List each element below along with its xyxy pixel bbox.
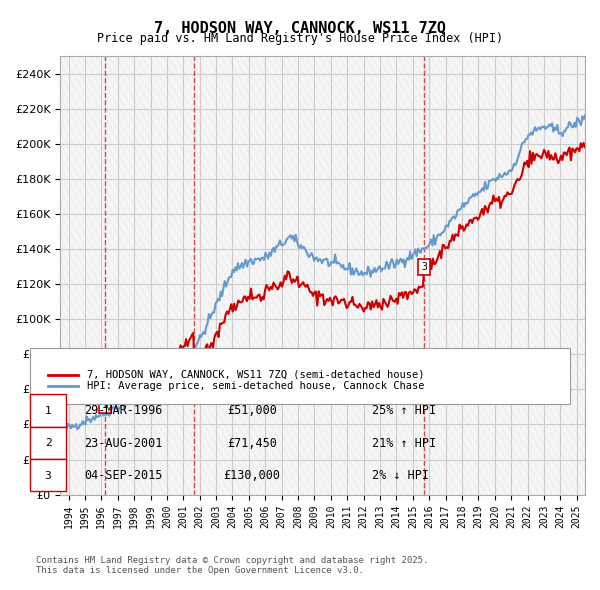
Text: 3: 3	[421, 262, 427, 271]
Text: Price paid vs. HM Land Registry's House Price Index (HPI): Price paid vs. HM Land Registry's House …	[97, 32, 503, 45]
Text: 7, HODSON WAY, CANNOCK, WS11 7ZQ (semi-detached house): 7, HODSON WAY, CANNOCK, WS11 7ZQ (semi-d…	[87, 370, 425, 379]
Text: 2: 2	[44, 438, 52, 448]
Text: 25% ↑ HPI: 25% ↑ HPI	[372, 404, 436, 417]
Text: 3: 3	[44, 471, 52, 480]
Text: 21% ↑ HPI: 21% ↑ HPI	[372, 437, 436, 450]
Text: 2% ↓ HPI: 2% ↓ HPI	[372, 469, 429, 482]
Text: 23-AUG-2001: 23-AUG-2001	[84, 437, 163, 450]
Text: 1: 1	[44, 406, 52, 415]
Text: HPI: Average price, semi-detached house, Cannock Chase: HPI: Average price, semi-detached house,…	[87, 382, 425, 391]
Text: Contains HM Land Registry data © Crown copyright and database right 2025.
This d: Contains HM Land Registry data © Crown c…	[36, 556, 428, 575]
Text: 29-MAR-1996: 29-MAR-1996	[84, 404, 163, 417]
Text: £51,000: £51,000	[227, 404, 277, 417]
Text: 7, HODSON WAY, CANNOCK, WS11 7ZQ: 7, HODSON WAY, CANNOCK, WS11 7ZQ	[154, 21, 446, 35]
Text: 2: 2	[191, 364, 197, 374]
Text: 04-SEP-2015: 04-SEP-2015	[84, 469, 163, 482]
Text: £130,000: £130,000	[223, 469, 281, 482]
Text: £71,450: £71,450	[227, 437, 277, 450]
Text: 1: 1	[103, 400, 108, 410]
